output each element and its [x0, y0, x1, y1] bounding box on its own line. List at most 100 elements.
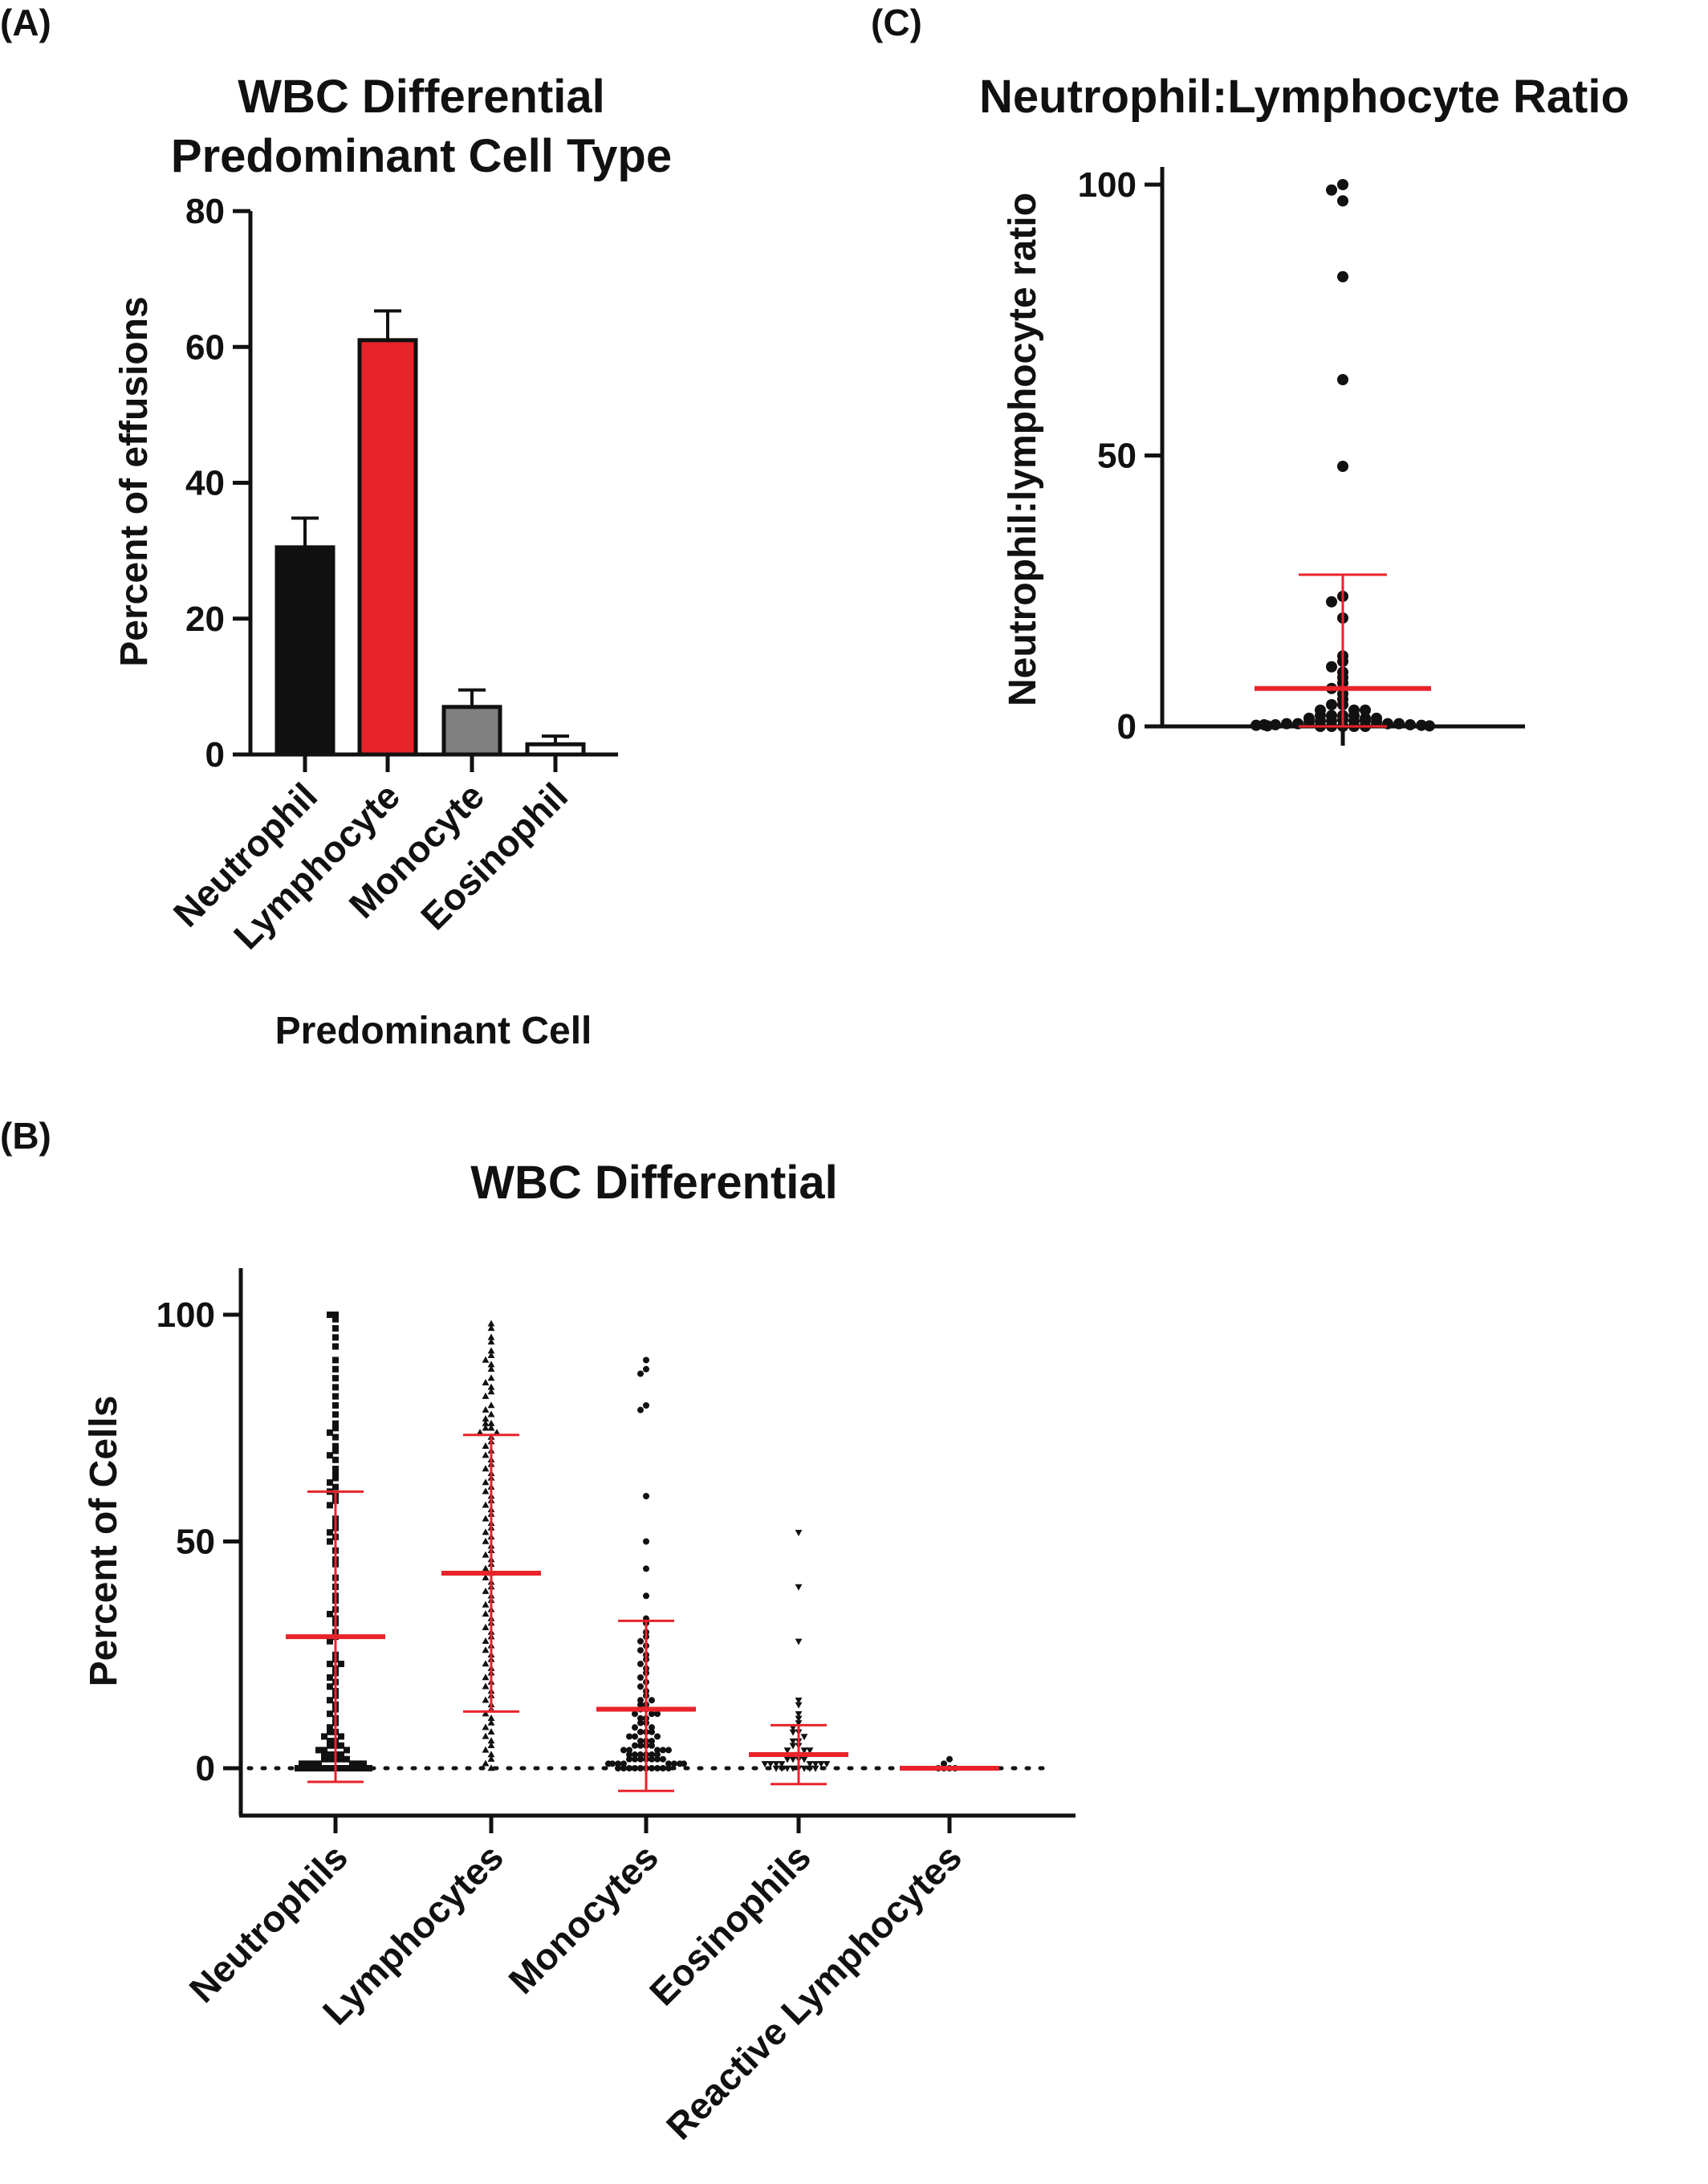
c-y-tick-label: 0: [1117, 707, 1137, 746]
b-point-neutrophils: [327, 1452, 333, 1459]
b-point-eosinophils: [795, 1715, 803, 1722]
b-point-eosinophils: [795, 1711, 803, 1718]
b-point-lymphocytes: [482, 1746, 490, 1753]
b-point-lymphocytes: [493, 1429, 501, 1436]
b-point-lymphocytes: [487, 1352, 495, 1359]
b-point-lymphocytes: [482, 1732, 490, 1739]
b-point-lymphocytes: [482, 1610, 490, 1617]
b-point-lymphocytes: [482, 1624, 490, 1631]
b-point-monocytes: [654, 1747, 661, 1754]
b-point-lymphocytes: [487, 1755, 495, 1762]
b-point-lymphocytes: [487, 1347, 495, 1354]
b-point-monocytes: [637, 1661, 644, 1668]
b-point-monocytes: [615, 1760, 621, 1767]
b-point-lymphocytes: [487, 1401, 495, 1409]
b-point-lymphocytes: [476, 1429, 484, 1436]
b-point-neutrophils: [332, 1375, 339, 1382]
b-point-monocytes: [649, 1755, 655, 1763]
b-point-monocytes: [632, 1733, 638, 1740]
b-point-neutrophils: [315, 1747, 322, 1754]
a-bar-lymphocyte: [357, 338, 418, 757]
b-point-monocytes: [637, 1370, 644, 1377]
b-point-neutrophils: [332, 1312, 339, 1318]
b-point-eosinophils: [795, 1638, 803, 1645]
b-point-neutrophils: [338, 1765, 344, 1771]
b-point-monocytes: [649, 1710, 655, 1718]
panel-b-x-axis: NeutrophilsLymphocytesMonocytesEosinophi…: [181, 1766, 1076, 2147]
b-y-tick-label: 50: [176, 1523, 215, 1562]
b-point-lymphocytes: [482, 1451, 490, 1458]
b-point-neutrophils: [332, 1425, 339, 1432]
b-point-lymphocytes: [487, 1360, 495, 1368]
a-bar-monocyte: [441, 705, 502, 757]
b-point-monocytes: [665, 1765, 672, 1771]
b-point-neutrophils: [327, 1742, 333, 1749]
b-point-monocytes: [632, 1755, 638, 1763]
b-x-tick-label: Monocytes: [500, 1836, 666, 2002]
b-point-monocytes: [665, 1760, 672, 1767]
b-y-tick-label: 0: [196, 1749, 215, 1788]
b-point-neutrophils: [338, 1733, 344, 1740]
panel-a-title-line-2: Predominant Cell Type: [171, 130, 672, 182]
b-point-lymphocytes: [482, 1759, 490, 1767]
c-point: [1326, 699, 1337, 710]
b-point-monocytes: [660, 1755, 666, 1763]
b-point-neutrophils: [327, 1710, 333, 1718]
b-point-lymphocytes: [482, 1637, 490, 1644]
b-point-monocytes: [654, 1710, 661, 1718]
c-point: [1424, 720, 1435, 732]
b-point-neutrophils: [327, 1529, 333, 1536]
b-point-neutrophils: [355, 1760, 361, 1767]
b-point-neutrophils: [332, 1420, 339, 1427]
b-point-neutrophils: [327, 1312, 333, 1318]
b-point-neutrophils: [332, 1343, 339, 1350]
b-point-monocytes: [649, 1765, 655, 1771]
b-point-neutrophils: [332, 1402, 339, 1409]
c-point: [1382, 718, 1393, 730]
a-bar-neutrophil: [274, 545, 336, 757]
b-point-monocytes: [605, 1760, 612, 1767]
b-point-monocytes: [637, 1647, 644, 1654]
b-point-monocytes: [632, 1710, 638, 1718]
b-point-eosinophils: [795, 1702, 803, 1709]
b-point-eosinophils: [806, 1747, 814, 1755]
c-point: [1360, 704, 1371, 716]
b-point-lymphocytes: [482, 1465, 490, 1472]
a-y-tick-label: 0: [205, 735, 225, 775]
b-point-eosinophils: [795, 1584, 803, 1591]
b-point-lymphocytes: [482, 1587, 490, 1594]
b-point-eosinophils: [778, 1765, 786, 1772]
b-point-lymphocytes: [482, 1551, 490, 1558]
b-point-neutrophils: [299, 1760, 305, 1767]
b-point-eosinophils: [789, 1743, 797, 1750]
b-point-neutrophils: [327, 1751, 333, 1759]
b-point-monocytes: [637, 1406, 644, 1413]
a-y-tick-label: 80: [185, 192, 225, 231]
b-point-neutrophils: [327, 1755, 333, 1763]
b-point-monocytes: [626, 1751, 632, 1759]
b-point-lymphocytes: [487, 1410, 495, 1417]
b-point-lymphocytes: [482, 1424, 490, 1431]
b-point-monocytes: [637, 1683, 644, 1690]
c-point: [1337, 270, 1348, 283]
b-point-neutrophils: [327, 1674, 333, 1681]
a-y-tick-label: 20: [185, 600, 225, 639]
b-point-monocytes: [654, 1765, 661, 1771]
b-point-neutrophils: [304, 1765, 311, 1771]
b-point-lymphocytes: [487, 1324, 495, 1332]
b-point-lymphocytes: [482, 1573, 490, 1580]
c-point: [1416, 719, 1427, 731]
c-point: [1326, 184, 1337, 196]
b-point-monocytes: [637, 1751, 644, 1759]
b-point-lymphocytes: [487, 1424, 495, 1431]
b-point-eosinophils: [795, 1720, 803, 1727]
b-point-monocytes: [637, 1719, 644, 1726]
b-point-lymphocytes: [482, 1564, 490, 1572]
b-point-lymphocytes: [482, 1415, 490, 1422]
b-point-eosinophils: [806, 1761, 814, 1768]
b-point-eosinophils: [806, 1765, 814, 1772]
b-point-neutrophils: [332, 1411, 339, 1418]
b-point-lymphocytes: [487, 1419, 495, 1426]
b-point-lymphocytes: [487, 1365, 495, 1372]
